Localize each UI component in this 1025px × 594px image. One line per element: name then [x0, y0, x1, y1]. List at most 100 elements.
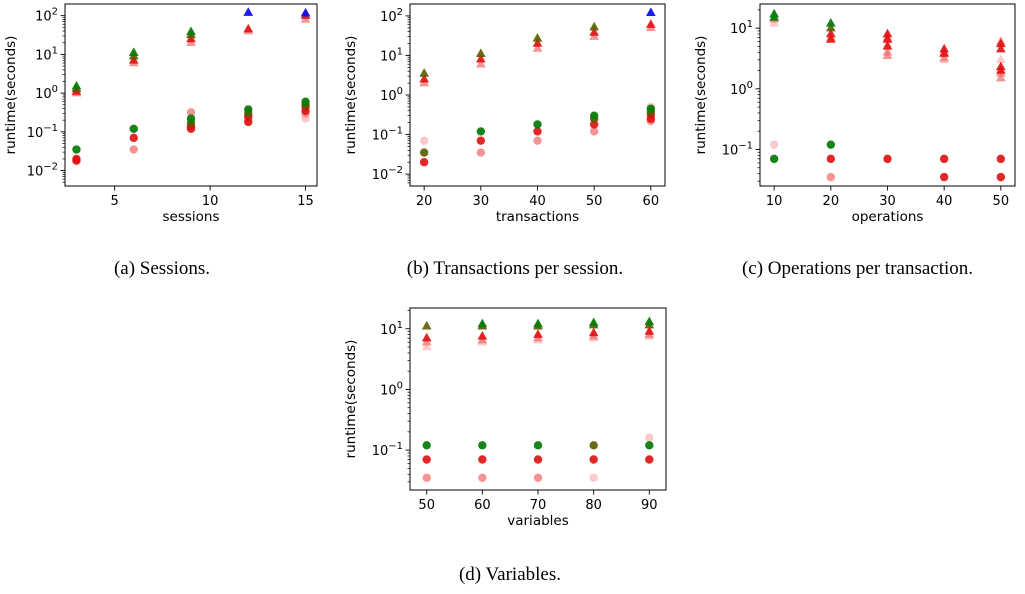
circle-point [645, 433, 654, 442]
triangle-point [128, 47, 139, 57]
triangle-point [825, 22, 836, 32]
circle-point [186, 108, 196, 117]
y-tick-label: 102 [380, 7, 403, 25]
y-tick-label: 101 [35, 45, 58, 63]
triangle-point [882, 28, 893, 38]
caption-operations: (c) Operations per transaction. [741, 258, 974, 279]
triangle-point [475, 48, 486, 58]
x-axis-label: sessions [162, 209, 219, 225]
triangle-point [588, 317, 599, 327]
caption-variables: (d) Variables. [458, 564, 561, 585]
data-points [71, 7, 311, 165]
triangle-point [882, 41, 893, 50]
circle-point [478, 473, 487, 482]
triangle-point [475, 58, 486, 68]
x-tick-label: 50 [586, 194, 603, 209]
circle-point [826, 154, 836, 164]
circle-point [186, 114, 196, 123]
triangle-point [532, 38, 543, 47]
plot-frame [64, 3, 318, 187]
triangle-point [421, 341, 432, 351]
triangle-point [995, 65, 1006, 74]
triangle-point [533, 318, 543, 328]
y-tick-label: 10−1 [722, 140, 753, 158]
x-tick-label: 15 [297, 194, 314, 209]
circle-point [826, 172, 836, 182]
y-tick-label: 10−2 [372, 165, 403, 183]
circle-point [422, 455, 431, 464]
y-tick-label: 100 [380, 86, 403, 104]
data-points [421, 316, 655, 482]
y-axis-label: runtime(seconds) [343, 340, 359, 459]
circle-point [478, 441, 487, 450]
triangle-point [825, 17, 836, 27]
circle-point [244, 105, 253, 114]
triangle-point [186, 26, 196, 36]
circle-point [826, 140, 836, 149]
scatter-plot-sessions: 10−2 10−1 100 101 102 5 10 15 sessions runtime(se… [3, 3, 318, 225]
triangle-point [533, 329, 543, 338]
x-tick-label: 60 [643, 194, 660, 209]
y-tick-label: 10−1 [372, 126, 403, 144]
x-tick-label: 80 [585, 498, 602, 513]
triangle-point [532, 43, 543, 52]
circle-point [476, 148, 486, 157]
circle-point [646, 104, 656, 113]
x-tick-label: 30 [473, 194, 490, 209]
x-tick-label: 10 [766, 194, 783, 209]
triangle-point [825, 28, 836, 38]
y-tick-label: 101 [730, 19, 753, 37]
data-points [419, 7, 656, 167]
caption-transactions: (b) Transactions per session. [406, 258, 624, 279]
triangle-point [644, 316, 655, 326]
triangle-point [645, 19, 656, 28]
triangle-point [769, 12, 780, 21]
circle-point [769, 140, 779, 149]
circle-point [129, 145, 138, 154]
triangle-point [644, 326, 655, 335]
x-tick-label: 50 [418, 498, 435, 513]
y-tick-label: 100 [730, 80, 753, 98]
triangle-point [995, 54, 1006, 64]
triangle-point [475, 53, 486, 63]
scatter-plot-transactions: 10−2 10−1 100 101 102 20 30 40 50 60 transactions r… [343, 3, 666, 225]
circle-point [419, 136, 429, 145]
triangle-point [421, 320, 432, 330]
triangle-point [71, 80, 82, 90]
circle-point [72, 145, 81, 154]
y-tick-label: 101 [380, 320, 403, 338]
circle-point [589, 111, 599, 120]
circle-point [129, 133, 138, 143]
triangle-point [589, 27, 600, 36]
triangle-point [825, 34, 836, 43]
x-tick-label: 5 [110, 194, 118, 209]
chart-panel-sessions: 10−2 10−1 100 101 102 5 10 15 sessions runtime(se… [0, 0, 330, 290]
circle-point [939, 154, 949, 164]
y-tick-label: 10−1 [372, 441, 403, 459]
triangle-point [939, 52, 950, 62]
circle-point [883, 154, 892, 164]
triangle-point [588, 327, 599, 337]
x-tick-label: 10 [202, 194, 219, 209]
circle-point [589, 127, 599, 136]
data-points [769, 8, 1006, 182]
y-tick-label: 10−2 [27, 162, 58, 180]
plot-frame [409, 307, 667, 491]
circle-point [533, 441, 543, 450]
triangle-point [243, 23, 254, 33]
triangle-point [477, 318, 488, 328]
x-tick-label: 20 [823, 194, 840, 209]
chart-panel-transactions: 10−2 10−1 100 101 102 20 30 40 50 60 transactions r… [340, 0, 680, 290]
triangle-point [645, 7, 656, 17]
circle-point [996, 172, 1006, 182]
circle-point [422, 441, 431, 450]
plot-frame [409, 3, 666, 187]
triangle-point [300, 7, 311, 17]
circle-point [533, 455, 543, 464]
y-tick-label: 100 [380, 380, 403, 398]
triangle-point [421, 332, 432, 342]
x-tick-label: 20 [416, 194, 433, 209]
y-axis-label: runtime(seconds) [693, 36, 709, 155]
circle-point [645, 441, 654, 450]
circle-point [939, 172, 949, 182]
